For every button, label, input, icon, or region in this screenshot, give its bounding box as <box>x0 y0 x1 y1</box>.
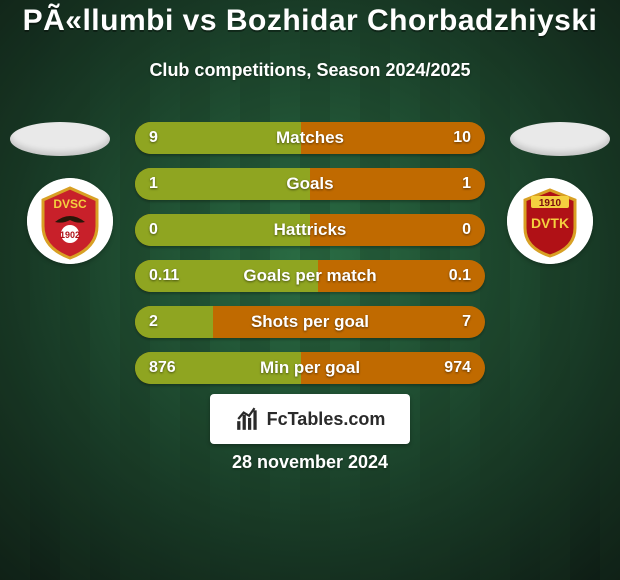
svg-text:DVTK: DVTK <box>531 215 569 231</box>
brand-text: FcTables.com <box>267 409 386 430</box>
player-avatar-left <box>10 122 110 156</box>
club-shield-left: DVSC 1902 <box>27 178 113 264</box>
stats-list: 910Matches 11Goals 00Hattricks 0.110.1Goals… <box>135 122 485 398</box>
svg-text:1902: 1902 <box>60 230 80 240</box>
comparison-card: PÃ«llumbi vs Bozhidar Chorbadzhiyski Clu… <box>0 0 620 580</box>
page-subtitle: Club competitions, Season 2024/2025 <box>0 60 620 81</box>
stat-bar-left <box>135 214 310 246</box>
stat-row: 11Goals <box>135 168 485 200</box>
club-badge-left: DVSC 1902 <box>27 178 113 264</box>
player-avatar-right <box>510 122 610 156</box>
stat-bar-left <box>135 306 213 338</box>
club-shield-right: 1910 DVTK <box>507 178 593 264</box>
stat-bar-left <box>135 352 301 384</box>
stat-bar-left <box>135 260 318 292</box>
snapshot-date: 28 november 2024 <box>0 452 620 473</box>
svg-text:1910: 1910 <box>539 198 562 209</box>
svg-text:DVSC: DVSC <box>53 197 87 211</box>
page-title: PÃ«llumbi vs Bozhidar Chorbadzhiyski <box>0 4 620 38</box>
chart-icon <box>235 406 261 432</box>
stat-row: 00Hattricks <box>135 214 485 246</box>
stat-row: 0.110.1Goals per match <box>135 260 485 292</box>
stat-row: 27Shots per goal <box>135 306 485 338</box>
stat-bar-left <box>135 122 301 154</box>
stat-row: 876974Min per goal <box>135 352 485 384</box>
brand-badge[interactable]: FcTables.com <box>210 394 410 444</box>
club-badge-right: 1910 DVTK <box>507 178 593 264</box>
stat-row: 910Matches <box>135 122 485 154</box>
stat-bar-left <box>135 168 310 200</box>
